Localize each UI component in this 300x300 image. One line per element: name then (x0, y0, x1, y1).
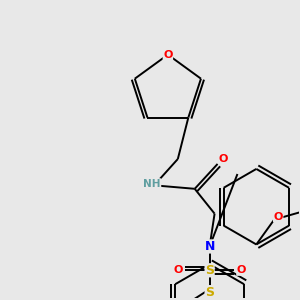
Text: O: O (163, 50, 172, 60)
Text: O: O (173, 265, 182, 275)
Text: NH: NH (143, 179, 161, 189)
Text: O: O (237, 265, 246, 275)
Text: O: O (274, 212, 283, 222)
Text: O: O (219, 154, 228, 164)
Text: S: S (205, 286, 214, 299)
Text: S: S (205, 264, 214, 277)
Text: N: N (204, 240, 215, 253)
